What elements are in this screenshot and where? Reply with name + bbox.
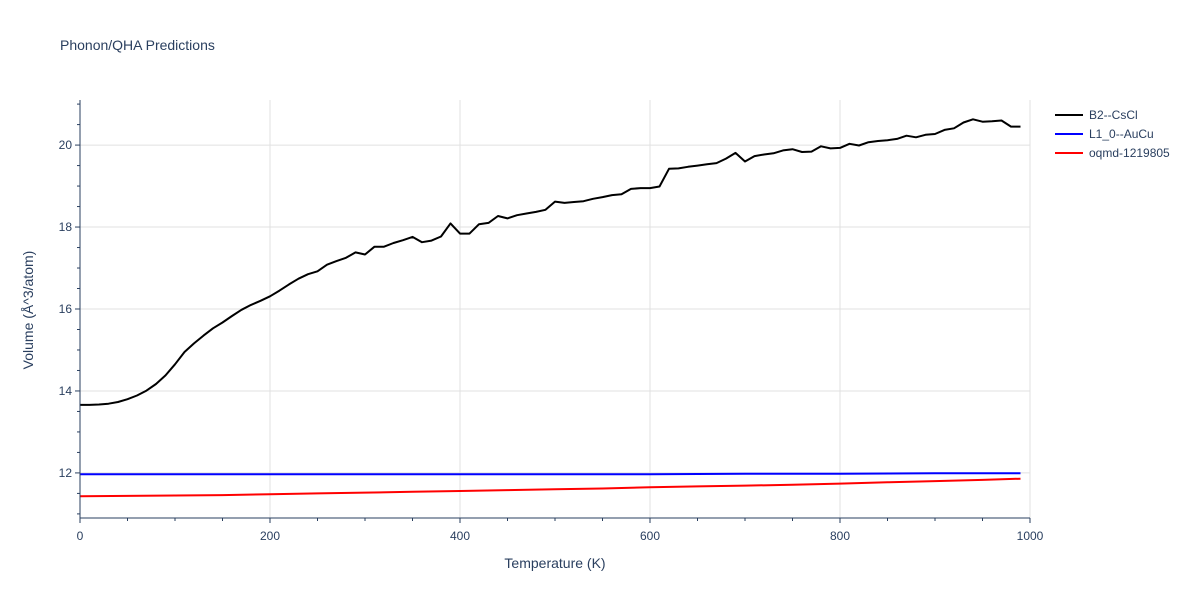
y-tick-label: 18	[59, 220, 73, 234]
series-line-3[interactable]	[79, 477, 1021, 498]
legend-label: oqmd-1219805	[1089, 146, 1170, 160]
legend-label: B2--CsCl	[1089, 108, 1138, 122]
gridlines	[80, 100, 1031, 518]
x-tick-label: 0	[77, 529, 84, 543]
y-axis-title: Volume (Å^3/atom)	[20, 251, 36, 370]
x-tick-label: 200	[260, 529, 280, 543]
chart-title: Phonon/QHA Predictions	[60, 37, 215, 53]
y-tick-label: 14	[59, 384, 73, 398]
series-layer	[79, 118, 1021, 498]
series-line-1[interactable]	[80, 118, 1021, 406]
legend-item-1[interactable]: B2--CsCl	[1055, 108, 1138, 122]
axes: 0 200 400 600 800 1000 12 14 16 18 20	[59, 100, 1044, 543]
legend-label: L1_0--AuCu	[1089, 127, 1154, 141]
x-tick-label: 1000	[1017, 529, 1044, 543]
x-tick-label: 800	[830, 529, 850, 543]
legend[interactable]: B2--CsCl L1_0--AuCu oqmd-1219805	[1055, 108, 1170, 160]
legend-item-3[interactable]: oqmd-1219805	[1055, 146, 1170, 160]
y-tick-label: 12	[59, 466, 73, 480]
y-tick-label: 16	[59, 302, 73, 316]
x-tick-label: 600	[640, 529, 660, 543]
x-axis-title: Temperature (K)	[504, 555, 605, 571]
x-tick-label: 400	[450, 529, 470, 543]
series-line-2[interactable]	[80, 472, 1021, 476]
legend-item-2[interactable]: L1_0--AuCu	[1055, 127, 1154, 141]
y-tick-label: 20	[59, 138, 73, 152]
